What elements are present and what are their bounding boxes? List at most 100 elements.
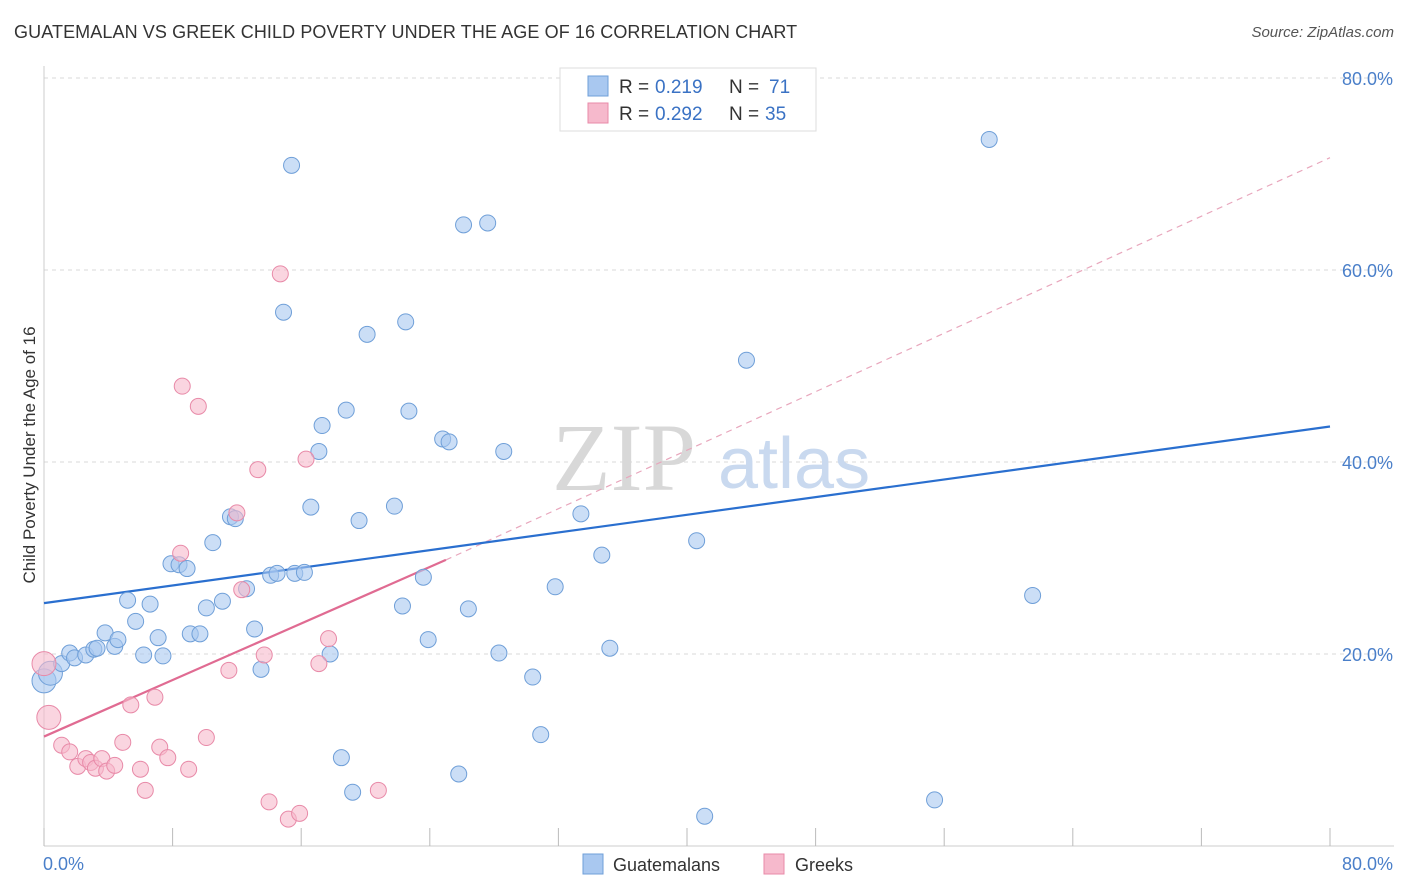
guatemalans-point (455, 216, 473, 234)
legend-r-value-1: 0.219 (655, 77, 703, 98)
guatemalans-point (546, 578, 564, 596)
guatemalans-point (572, 505, 590, 523)
chart-title: GUATEMALAN VS GREEK CHILD POVERTY UNDER … (14, 22, 798, 42)
greeks-point (249, 461, 267, 479)
guatemalans-point (268, 564, 286, 582)
guatemalans-point (332, 749, 350, 767)
x-tick-label-0: 0.0% (43, 854, 84, 874)
greeks-point (122, 696, 140, 714)
guatemalans-point (191, 625, 209, 643)
guatemalans-trend-line (43, 425, 1331, 605)
guatemalans-point (149, 629, 167, 647)
guatemalans-point (450, 765, 468, 783)
guatemalans-point (524, 668, 542, 686)
guatemalans-point (252, 660, 270, 678)
greeks-point (114, 733, 132, 751)
x-tick-label-1: 80.0% (1342, 854, 1393, 874)
greeks-point (106, 756, 124, 774)
greeks-point (159, 749, 177, 767)
guatemalans-point (344, 783, 362, 801)
greeks-point (255, 646, 273, 664)
guatemalans-point (295, 563, 313, 581)
greeks-point (271, 265, 289, 283)
y-axis-label: Child Poverty Under the Age of 16 (20, 326, 39, 583)
greeks-point (136, 781, 154, 799)
watermark-atlas: atlas (718, 424, 870, 504)
greeks-point (180, 760, 198, 778)
guatemalans-point (178, 560, 196, 578)
guatemalans-point (419, 631, 437, 649)
guatemalans-point (385, 497, 403, 515)
guatemalans-point (154, 647, 172, 665)
guatemalans-points (31, 130, 1042, 825)
legend-n-label-1: N = (729, 77, 759, 98)
greeks-point (233, 581, 251, 599)
greeks-point (146, 688, 164, 706)
bottom-legend-guatemalans: Guatemalans (613, 855, 720, 875)
guatemalans-point (459, 600, 477, 618)
legend-n-value-1: 71 (769, 77, 790, 98)
y-tick-label-2: 60.0% (1342, 261, 1393, 281)
x-tick-labels: 0.0% 80.0% (43, 854, 1393, 874)
guatemalans-point (197, 599, 215, 617)
guatemalans-point (302, 498, 320, 516)
guatemalans-point (737, 351, 755, 369)
legend-r-label-1: R = (619, 77, 649, 98)
y-tick-label-0: 20.0% (1342, 645, 1393, 665)
bottom-legend: Guatemalans Greeks (582, 853, 853, 875)
greeks-point (197, 729, 215, 747)
bottom-legend-swatch-greeks (763, 853, 785, 875)
guatemalans-point (479, 214, 497, 232)
y-tick-label-1: 40.0% (1342, 453, 1393, 473)
guatemalans-point (440, 433, 458, 451)
guatemalans-point (213, 592, 231, 610)
legend: R = 0.219 N = 71 R = 0.292 N = 35 (559, 67, 817, 132)
greeks-point (173, 377, 191, 395)
watermark-zip: ZIP (552, 404, 696, 511)
greeks-point (131, 760, 149, 778)
guatemalans-point (601, 639, 619, 657)
guatemalans-point (313, 417, 331, 435)
guatemalans-point (109, 631, 127, 649)
guatemalans-point (926, 791, 944, 809)
guatemalans-point (283, 156, 301, 174)
guatemalans-point (135, 646, 153, 664)
guatemalans-point (246, 620, 264, 638)
guatemalans-point (204, 534, 222, 552)
guatemalans-point (532, 726, 550, 744)
guatemalans-point (400, 402, 418, 420)
y-tick-labels: 20.0% 40.0% 60.0% 80.0% (1342, 69, 1393, 665)
guatemalans-point (414, 568, 432, 586)
guatemalans-point (88, 639, 106, 657)
bottom-legend-greeks: Greeks (795, 855, 853, 875)
greeks-point (291, 804, 309, 822)
guatemalans-point (275, 303, 293, 321)
guatemalans-point (337, 401, 355, 419)
greeks-point (31, 651, 57, 677)
legend-r-label-2: R = (619, 104, 649, 125)
greeks-point (369, 781, 387, 799)
greeks-point (172, 544, 190, 562)
greeks-trend-extension (445, 157, 1331, 561)
guatemalans-point (127, 612, 145, 630)
guatemalans-point (310, 442, 328, 460)
legend-swatch-greeks (587, 102, 609, 124)
guatemalans-point (696, 807, 714, 825)
grid-lines (44, 77, 1394, 655)
greeks-point (220, 661, 238, 679)
greeks-point (228, 504, 246, 522)
guatemalans-point (141, 595, 159, 613)
guatemalans-point (397, 313, 415, 331)
greeks-point (36, 704, 62, 730)
guatemalans-point (593, 546, 611, 564)
guatemalans-point (393, 597, 411, 615)
greeks-points (31, 265, 387, 828)
guatemalans-point (495, 442, 513, 460)
guatemalans-point (350, 512, 368, 530)
greeks-point (61, 743, 79, 761)
source-credit: Source: ZipAtlas.com (1251, 24, 1394, 41)
bottom-legend-swatch-guatemalans (582, 853, 604, 875)
legend-n-label-2: N = (729, 104, 759, 125)
trend-lines (43, 157, 1331, 738)
